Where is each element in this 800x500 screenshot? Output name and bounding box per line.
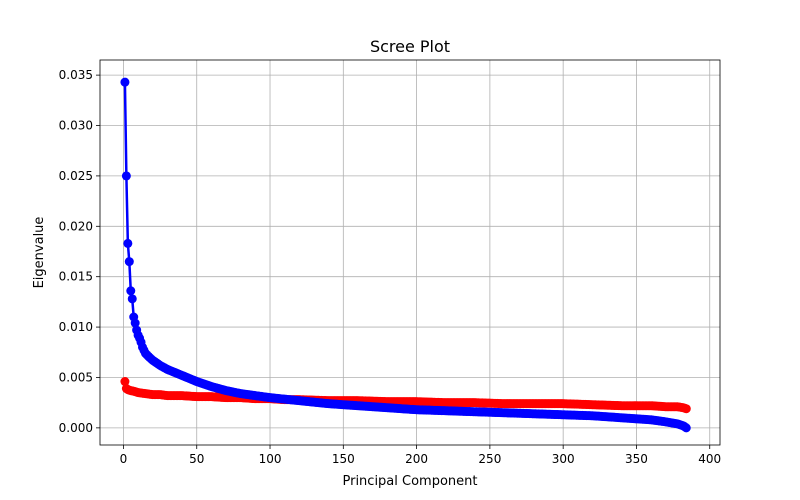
data-point xyxy=(130,318,140,328)
x-tick-label: 350 xyxy=(625,452,648,466)
y-tick-label: 0.005 xyxy=(59,370,93,384)
series-1 xyxy=(120,77,691,433)
grid-layer xyxy=(100,60,720,445)
x-tick-label: 100 xyxy=(259,452,282,466)
x-tick-label: 400 xyxy=(698,452,721,466)
data-point xyxy=(123,238,133,248)
data-point xyxy=(681,404,691,414)
y-tick-label: 0.020 xyxy=(59,219,93,233)
chart-title: Scree Plot xyxy=(370,37,450,56)
x-tick-label: 250 xyxy=(478,452,501,466)
tick-layer: 0 50 100 150 200 250 300 350 400 0.000 0.005 0.010 0… xyxy=(59,68,722,466)
series-layer xyxy=(120,77,691,433)
x-axis-label: Principal Component xyxy=(342,474,477,489)
data-point xyxy=(120,77,130,87)
data-point xyxy=(120,377,130,387)
x-tick-label: 200 xyxy=(405,452,428,466)
data-point xyxy=(127,294,137,304)
data-point xyxy=(681,423,691,433)
data-point xyxy=(124,257,134,267)
y-tick-label: 0.010 xyxy=(59,320,93,334)
y-tick-label: 0.015 xyxy=(59,270,93,284)
y-tick-label: 0.035 xyxy=(59,68,93,82)
x-tick-label: 50 xyxy=(189,452,204,466)
y-axis-label: Eigenvalue xyxy=(32,217,47,289)
data-point xyxy=(126,286,136,296)
x-tick-label: 150 xyxy=(332,452,355,466)
x-tick-label: 0 xyxy=(120,452,128,466)
y-tick-label: 0.030 xyxy=(59,119,93,133)
data-point xyxy=(121,171,131,181)
y-tick-label: 0.000 xyxy=(59,421,93,435)
y-tick-label: 0.025 xyxy=(59,169,93,183)
x-tick-label: 300 xyxy=(552,452,575,466)
plot-area-frame xyxy=(99,59,721,446)
